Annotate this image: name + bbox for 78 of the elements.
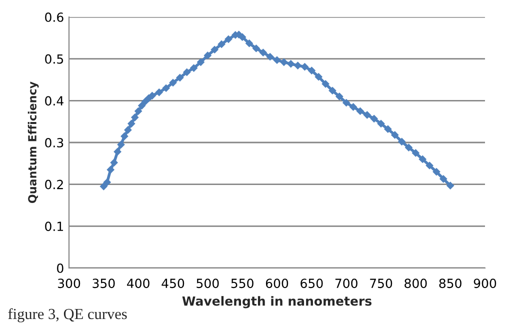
point [322, 80, 330, 88]
point [204, 52, 212, 60]
point [124, 126, 132, 134]
point [259, 48, 268, 56]
point [398, 138, 406, 146]
point [141, 98, 150, 106]
x-tick-label: 900 [474, 278, 496, 288]
point [432, 168, 440, 176]
point [266, 52, 274, 61]
point [110, 158, 118, 167]
y-tick-label: 0.6 [45, 12, 64, 22]
y-tick-label: 0.3 [45, 138, 64, 148]
point [182, 68, 191, 76]
point [224, 35, 232, 44]
point [314, 72, 323, 81]
point [446, 182, 454, 190]
point [439, 174, 448, 183]
point [377, 120, 385, 128]
point [238, 33, 246, 42]
point [280, 58, 288, 66]
y-tick-label: 0.2 [45, 180, 63, 190]
point [210, 46, 219, 54]
point [390, 131, 399, 139]
point [300, 62, 309, 71]
y-axis-title: Quantum Efficiency [28, 82, 39, 204]
point [252, 44, 260, 52]
point [176, 74, 184, 82]
point [273, 56, 281, 64]
x-tick-label: 600 [266, 278, 288, 288]
point [356, 107, 364, 116]
point [127, 120, 136, 128]
x-tick-label: 800 [404, 278, 427, 288]
point [245, 39, 254, 48]
x-tick-label: 700 [335, 278, 358, 288]
point [130, 113, 139, 122]
point [114, 148, 122, 156]
x-tick-label: 400 [127, 278, 150, 288]
point [106, 166, 115, 174]
point [169, 78, 177, 87]
point [190, 64, 198, 72]
x-tick-label: 650 [300, 278, 323, 288]
y-tick-label: 0.1 [45, 222, 63, 232]
point [370, 114, 378, 123]
point [120, 132, 128, 140]
point [308, 66, 316, 74]
caption: figure 3, QE curves [8, 308, 127, 322]
point [218, 40, 226, 48]
point [148, 92, 156, 100]
x-tick-label: 450 [162, 278, 184, 288]
x-tick-label: 550 [231, 278, 254, 288]
point [404, 144, 413, 152]
point [103, 178, 112, 186]
x-tick-label: 750 [370, 278, 392, 288]
x-tick-label: 350 [92, 278, 115, 288]
point [196, 58, 205, 66]
y-tick-label: 0.4 [45, 96, 64, 106]
point [418, 155, 427, 164]
x-axis-title: Wavelength in nanometers [182, 296, 372, 308]
point [335, 92, 344, 100]
point [155, 88, 164, 96]
point [328, 86, 336, 95]
point [117, 140, 125, 149]
point [162, 84, 170, 92]
point [294, 62, 302, 70]
point [384, 125, 392, 134]
point [412, 149, 420, 157]
point [349, 103, 358, 111]
x-tick-label: 500 [196, 278, 219, 288]
point [100, 182, 108, 190]
x-tick-label: 850 [439, 278, 462, 288]
y-tick-label: 0.5 [45, 54, 64, 64]
point [426, 162, 434, 170]
point [286, 60, 295, 68]
point [134, 107, 142, 116]
x-tick-label: 300 [58, 278, 80, 288]
point [363, 110, 372, 119]
point [342, 98, 350, 107]
y-tick-label: 0 [57, 263, 64, 273]
